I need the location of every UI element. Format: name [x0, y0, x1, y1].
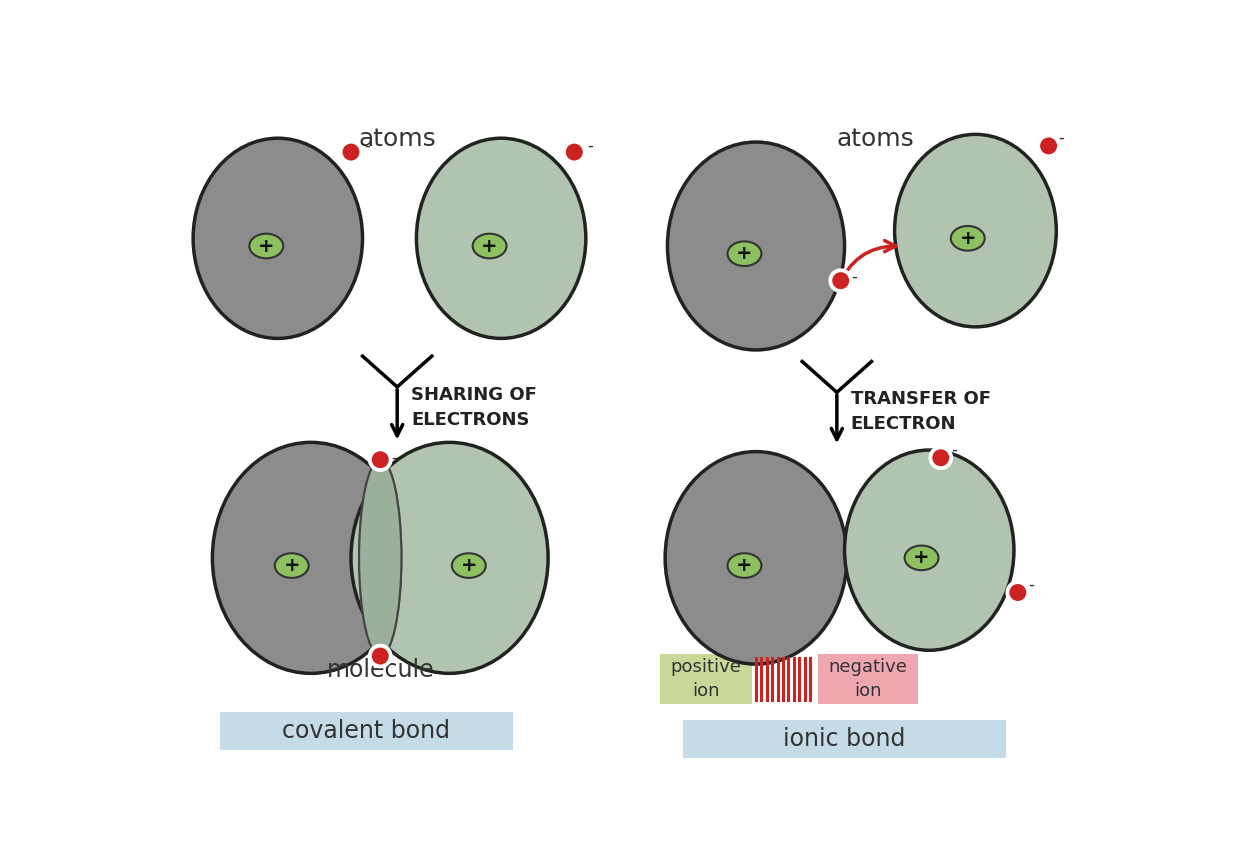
Circle shape — [1040, 137, 1057, 154]
Text: +: + — [461, 556, 477, 575]
Circle shape — [1006, 580, 1030, 605]
FancyBboxPatch shape — [818, 654, 917, 704]
Text: atoms: atoms — [837, 127, 915, 151]
FancyBboxPatch shape — [220, 712, 512, 750]
Circle shape — [368, 644, 393, 668]
Ellipse shape — [667, 142, 844, 350]
Circle shape — [1009, 584, 1027, 601]
Text: molecule: molecule — [327, 658, 434, 682]
Circle shape — [372, 451, 389, 468]
Ellipse shape — [250, 234, 283, 258]
Ellipse shape — [351, 443, 548, 673]
Text: +: + — [960, 229, 976, 248]
Ellipse shape — [895, 135, 1057, 327]
Circle shape — [343, 143, 359, 161]
Ellipse shape — [905, 545, 938, 570]
Text: -: - — [364, 137, 370, 155]
Text: TRANSFER OF
ELECTRON: TRANSFER OF ELECTRON — [850, 390, 991, 433]
Circle shape — [828, 268, 853, 293]
Text: SHARING OF
ELECTRONS: SHARING OF ELECTRONS — [411, 387, 537, 429]
Text: -: - — [588, 137, 593, 155]
Circle shape — [1037, 134, 1062, 158]
Text: -: - — [951, 441, 957, 459]
Circle shape — [833, 272, 849, 289]
Text: +: + — [283, 556, 300, 575]
Circle shape — [929, 445, 953, 470]
Text: -: - — [851, 268, 858, 286]
FancyBboxPatch shape — [660, 654, 752, 704]
Text: -: - — [392, 645, 397, 663]
Ellipse shape — [416, 138, 585, 338]
Ellipse shape — [213, 443, 409, 673]
Text: atoms: atoms — [358, 127, 436, 151]
Ellipse shape — [727, 553, 762, 578]
Text: +: + — [736, 556, 753, 575]
Ellipse shape — [665, 451, 846, 665]
Text: -: - — [392, 449, 397, 466]
Ellipse shape — [951, 226, 984, 250]
Text: positive
ion: positive ion — [670, 658, 741, 700]
Text: ionic bond: ionic bond — [783, 727, 906, 751]
Text: -: - — [1058, 129, 1064, 148]
Text: covalent bond: covalent bond — [282, 719, 450, 743]
Circle shape — [372, 647, 389, 665]
Ellipse shape — [359, 460, 401, 656]
FancyBboxPatch shape — [682, 720, 1007, 758]
Ellipse shape — [472, 234, 507, 258]
Circle shape — [566, 143, 583, 161]
Text: negative
ion: negative ion — [828, 658, 907, 700]
Ellipse shape — [193, 138, 363, 338]
Circle shape — [338, 140, 363, 164]
Circle shape — [368, 447, 393, 472]
Ellipse shape — [844, 450, 1014, 650]
Circle shape — [932, 450, 950, 466]
Circle shape — [562, 140, 587, 164]
Ellipse shape — [452, 553, 486, 578]
Text: +: + — [259, 236, 275, 255]
Text: +: + — [736, 244, 753, 263]
Ellipse shape — [359, 460, 401, 656]
Text: +: + — [481, 236, 498, 255]
Text: +: + — [914, 548, 930, 567]
Text: -: - — [1028, 576, 1034, 594]
Ellipse shape — [727, 242, 762, 266]
Ellipse shape — [275, 553, 308, 578]
